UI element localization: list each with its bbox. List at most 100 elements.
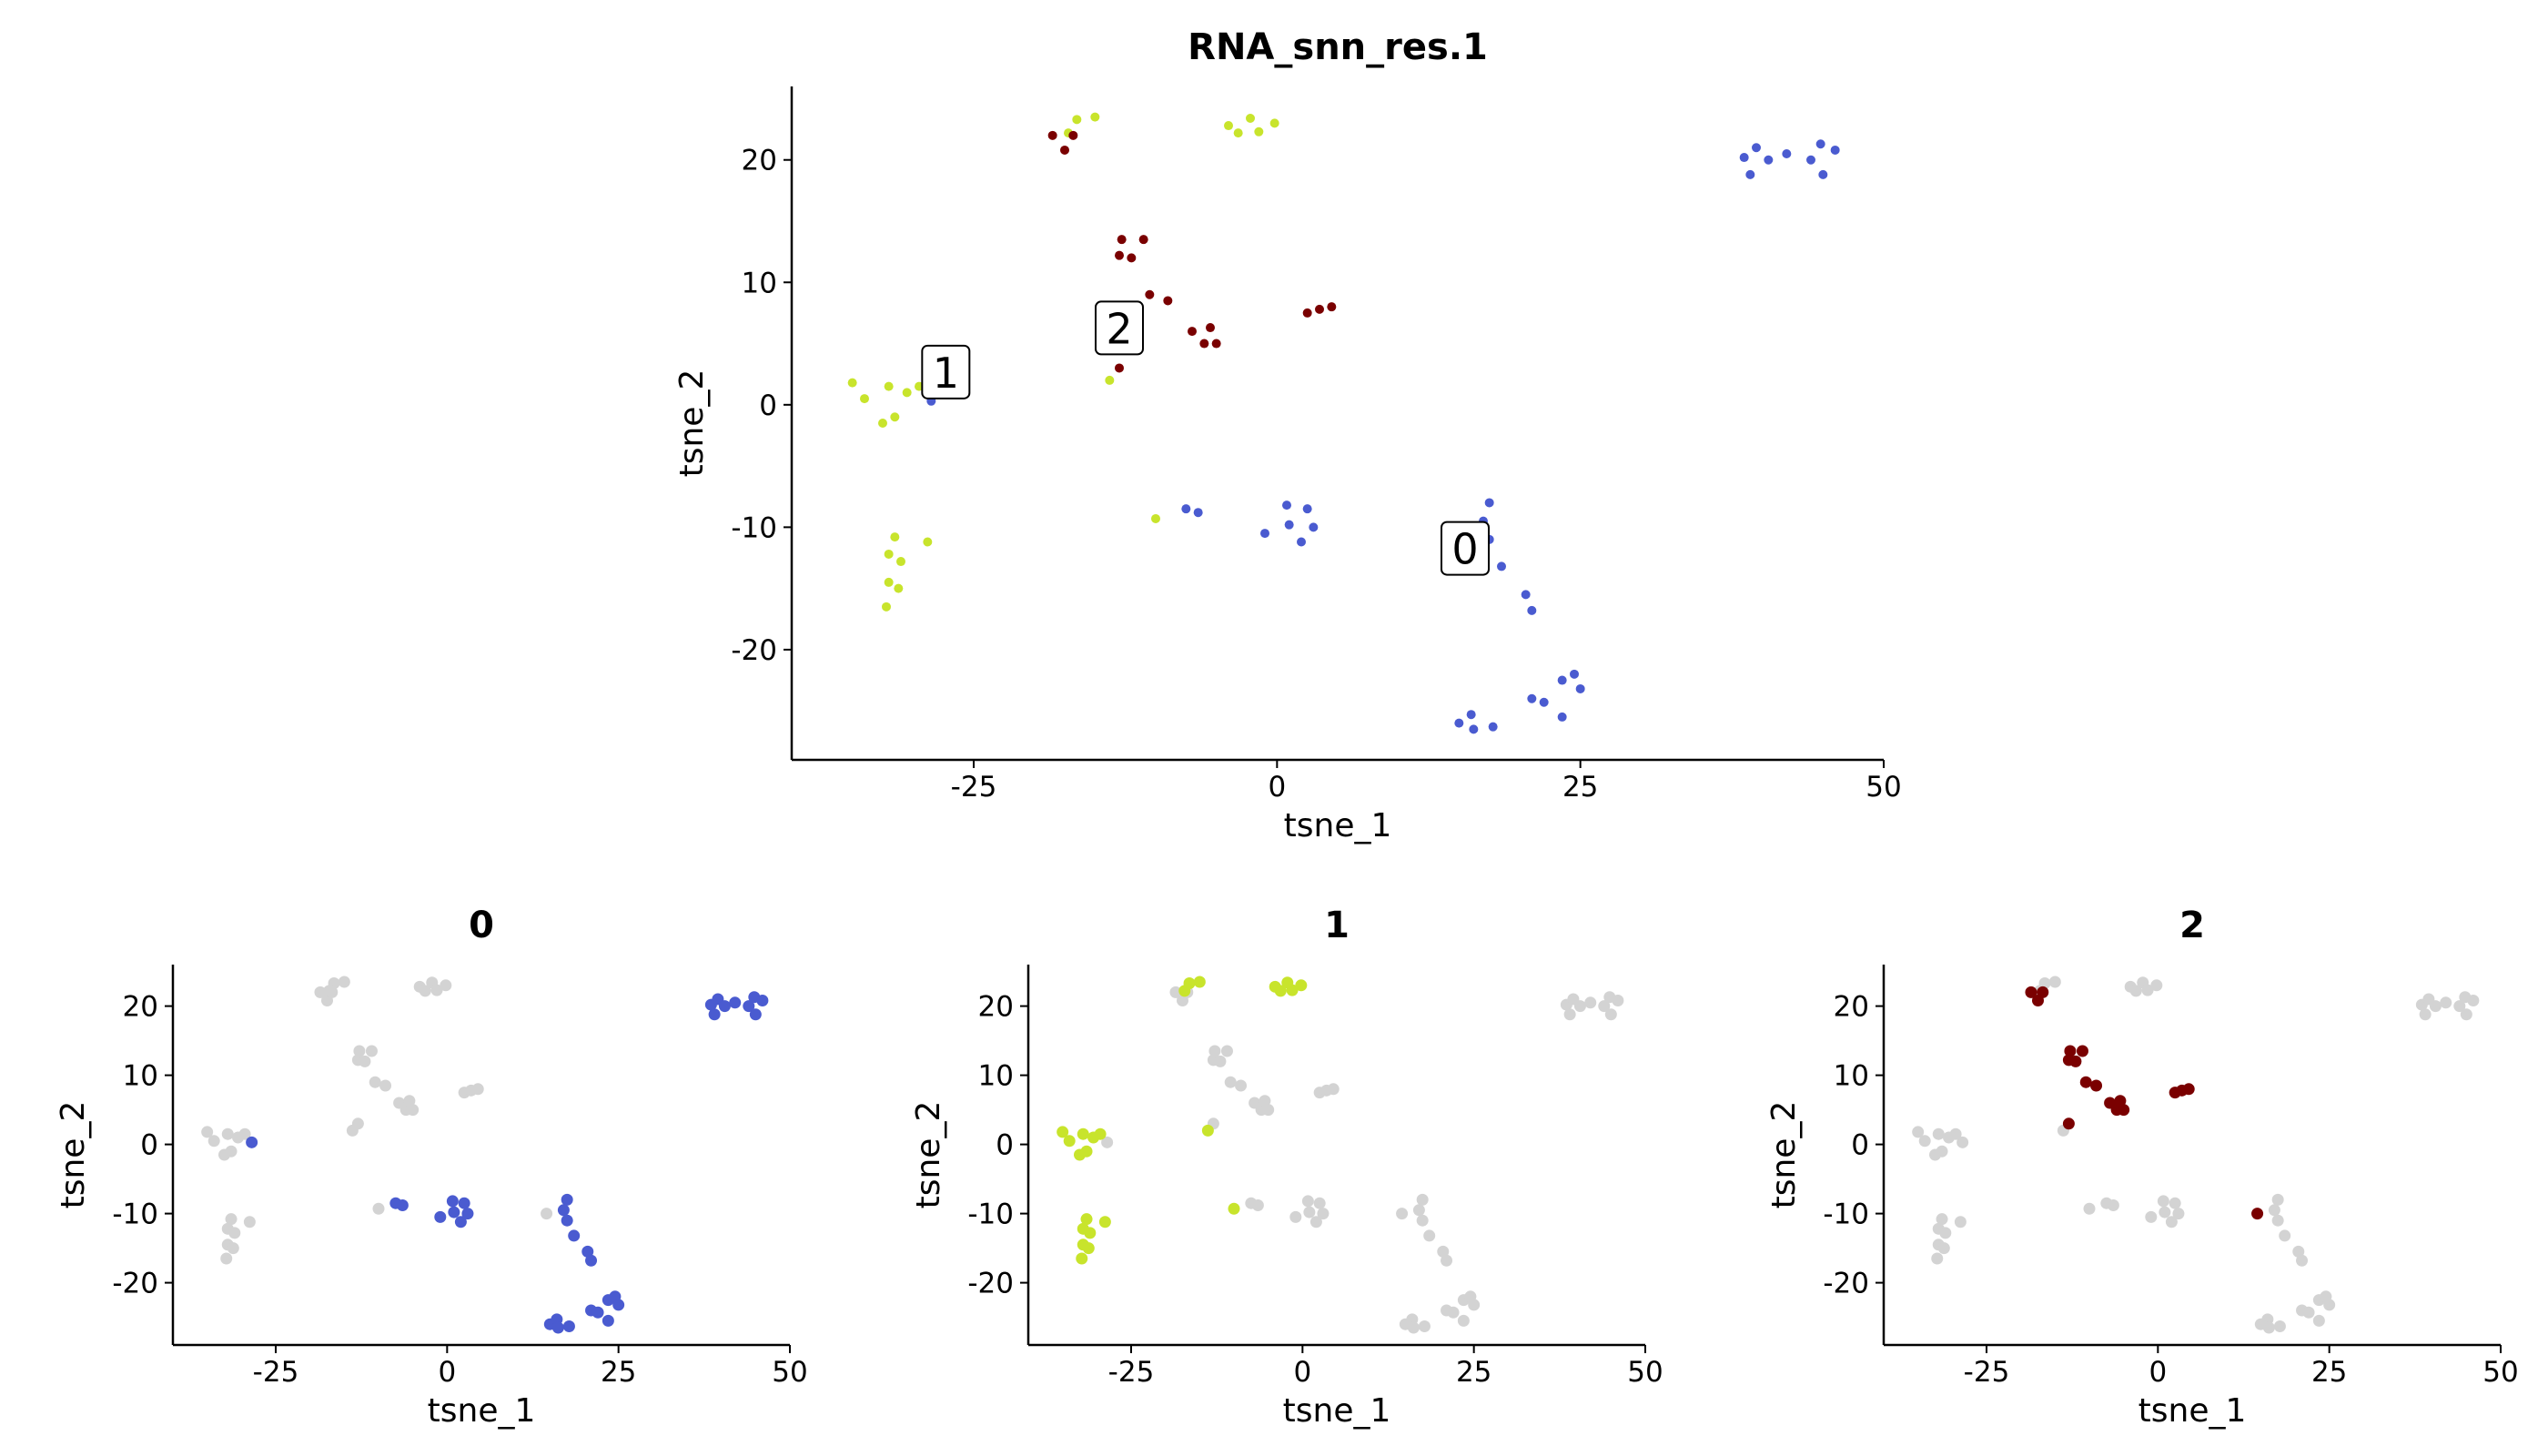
- panel-title: 1: [1324, 905, 1350, 946]
- point-cluster-2: [1199, 339, 1209, 349]
- point-cluster-1: [1084, 1227, 1097, 1239]
- point-cluster-1: [1098, 1216, 1111, 1228]
- point-cluster-1: [225, 1213, 238, 1226]
- point-cluster-1: [243, 1216, 256, 1228]
- point-cluster-2: [2069, 1055, 2082, 1067]
- point-cluster-0: [1584, 996, 1597, 1009]
- point-cluster-0: [1418, 1320, 1431, 1332]
- point-cluster-1: [1193, 976, 1206, 988]
- point-cluster-1: [227, 1242, 239, 1255]
- cluster-label-box: [1095, 300, 1144, 356]
- point-cluster-0: [2271, 1214, 2284, 1227]
- point-cluster-0: [1739, 153, 1749, 163]
- x-tick-label: -25: [1108, 1356, 1155, 1389]
- point-cluster-0: [2323, 1299, 2336, 1311]
- point-cluster-0: [1956, 1136, 1969, 1148]
- point-cluster-0: [1412, 1204, 1425, 1217]
- point-cluster-2: [2251, 1208, 2264, 1220]
- point-cluster-0: [1782, 149, 1792, 158]
- point-cluster-0: [1466, 710, 1476, 720]
- point-cluster-2: [1068, 130, 1078, 140]
- y-tick-label: 10: [123, 1060, 158, 1093]
- point-cluster-1: [1201, 1124, 1214, 1137]
- point-cluster-2: [1208, 1045, 1221, 1057]
- y-tick-label: 0: [1851, 1129, 1869, 1162]
- point-cluster-0: [2172, 1208, 2185, 1220]
- point-cluster-1: [1233, 128, 1243, 138]
- point-cluster-1: [884, 381, 894, 391]
- point-cluster-0: [1830, 145, 1840, 155]
- point-cluster-1: [1090, 112, 1100, 122]
- point-cluster-1: [884, 549, 894, 559]
- point-cluster-0: [1245, 1197, 1258, 1209]
- point-cluster-0: [1303, 1206, 1316, 1218]
- point-cluster-2: [2118, 1104, 2130, 1117]
- point-cluster-0: [1488, 722, 1498, 732]
- point-cluster-1: [225, 1145, 238, 1158]
- point-cluster-0: [2157, 1195, 2169, 1208]
- point-cluster-0: [2467, 995, 2480, 1007]
- point-cluster-0: [749, 1008, 762, 1021]
- y-tick-label: -10: [112, 1198, 158, 1231]
- point-cluster-2: [2076, 1045, 2088, 1057]
- point-cluster-2: [326, 986, 339, 998]
- point-cluster-1: [1912, 1126, 1925, 1138]
- point-cluster-0: [2165, 1216, 2178, 1228]
- point-cluster-1: [1063, 1135, 1076, 1148]
- point-cluster-0: [1457, 1314, 1470, 1327]
- point-cluster-2: [379, 1079, 392, 1092]
- point-cluster-2: [1262, 1104, 1275, 1117]
- point-cluster-1: [1082, 1242, 1095, 1255]
- cluster-label: 1: [933, 349, 959, 398]
- point-cluster-0: [1570, 669, 1579, 679]
- point-cluster-0: [1407, 1321, 1420, 1334]
- point-cluster-1: [2048, 976, 2061, 988]
- point-cluster-0: [551, 1321, 564, 1334]
- point-cluster-0: [1497, 561, 1506, 571]
- panel-title: 2: [2179, 905, 2205, 946]
- point-cluster-1: [1918, 1135, 1931, 1148]
- point-cluster-2: [1115, 363, 1124, 373]
- point-cluster-1: [1105, 375, 1115, 385]
- point-cluster-0: [1181, 504, 1191, 514]
- point-cluster-1: [1072, 115, 1082, 125]
- x-tick-label: 50: [772, 1356, 807, 1389]
- point-cluster-0: [1282, 500, 1291, 511]
- point-cluster-2: [1117, 235, 1127, 245]
- point-cluster-1: [878, 419, 887, 428]
- point-cluster-1: [372, 1202, 385, 1215]
- x-tick-label: 50: [2482, 1356, 2518, 1389]
- point-cluster-1: [1224, 121, 1233, 131]
- point-cluster-0: [1612, 995, 1624, 1007]
- point-cluster-2: [359, 1055, 371, 1067]
- point-cluster-0: [1764, 155, 1774, 165]
- panel-title: RNA_snn_res.1: [1188, 26, 1488, 68]
- point-cluster-2: [1211, 339, 1221, 349]
- point-cluster-1: [228, 1227, 241, 1239]
- point-cluster-0: [1193, 508, 1203, 518]
- point-cluster-0: [1260, 529, 1269, 539]
- point-cluster-0: [1317, 1208, 1330, 1220]
- point-cluster-0: [2419, 1008, 2432, 1021]
- x-axis-label: tsne_1: [428, 1392, 536, 1430]
- point-cluster-0: [1573, 1000, 1586, 1013]
- y-tick-label: 20: [742, 145, 777, 177]
- point-cluster-0: [756, 995, 769, 1007]
- y-tick-label: 20: [1834, 991, 1869, 1024]
- point-cluster-2: [2090, 1079, 2103, 1092]
- point-cluster-2: [1396, 1208, 1409, 1220]
- point-cluster-2: [353, 1045, 366, 1057]
- point-cluster-0: [2429, 1000, 2442, 1013]
- point-cluster-0: [1527, 693, 1537, 703]
- point-cluster-0: [1752, 143, 1761, 153]
- point-cluster-0: [1309, 522, 1319, 532]
- x-tick-label: 50: [1866, 771, 1901, 804]
- point-cluster-2: [2182, 1083, 2195, 1096]
- point-cluster-0: [461, 1208, 474, 1220]
- point-cluster-0: [708, 1008, 721, 1021]
- point-cluster-0: [2279, 1229, 2291, 1242]
- panel-3: 2 -25 0 25 50 -20 -10 0 10 20 tsne_1 tsne_2: [1765, 905, 2519, 1430]
- point-cluster-0: [561, 1193, 573, 1206]
- y-axis-label: tsne_2: [910, 1101, 947, 1209]
- point-cluster-1: [882, 602, 891, 612]
